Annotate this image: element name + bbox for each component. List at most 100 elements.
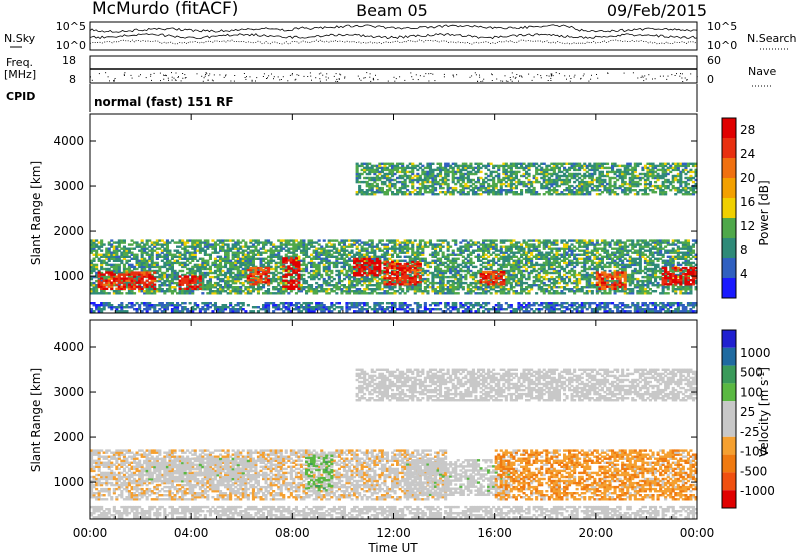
echo-cell — [573, 292, 577, 295]
echo-cell — [337, 275, 341, 279]
echo-cell — [656, 281, 660, 285]
echo-cell — [456, 253, 460, 256]
echo-cell — [406, 239, 410, 242]
echo-cell — [600, 257, 604, 260]
echo-cell — [489, 281, 493, 285]
echo-cell — [568, 249, 572, 252]
echo-cell — [477, 288, 481, 291]
echo-cell — [183, 255, 187, 258]
echo-cell — [434, 269, 438, 273]
echo-cell — [183, 273, 187, 277]
echo-cell — [459, 269, 463, 273]
echo-cell — [373, 253, 377, 256]
echo-cell — [122, 241, 126, 244]
echo-cell — [305, 247, 309, 250]
echo-cell — [540, 263, 544, 267]
echo-cell — [525, 245, 529, 248]
nave-dot — [337, 81, 339, 82]
echo-cell — [375, 279, 379, 283]
echo-cell — [600, 259, 604, 262]
echo-cell — [211, 247, 215, 250]
echo-cell — [115, 290, 119, 293]
echo-cell — [466, 253, 470, 256]
echo-cell — [226, 239, 230, 242]
echo-cell — [593, 253, 597, 256]
echo-cell — [540, 290, 544, 293]
echo-cell — [557, 271, 561, 275]
echo-cell — [269, 281, 273, 285]
echo-cell — [246, 288, 250, 291]
echo-cell — [249, 261, 253, 265]
echo-cell — [272, 253, 276, 256]
echo-cell — [216, 269, 220, 273]
echo-cell — [507, 281, 511, 285]
echo-cell — [368, 273, 372, 277]
echo-cell — [348, 275, 352, 279]
echo-cell — [160, 277, 164, 281]
echo-cell — [340, 279, 344, 283]
echo-cell — [345, 239, 349, 242]
echo-cell — [353, 286, 357, 289]
echo-cell — [497, 269, 501, 273]
echo-cell — [168, 284, 172, 287]
echo-cell — [451, 286, 455, 289]
echo-cell — [163, 257, 167, 260]
echo-cell — [388, 288, 392, 291]
echo-cell — [474, 275, 478, 279]
echo-cell — [568, 263, 572, 267]
echo-cell — [466, 288, 470, 291]
echo-cell — [598, 286, 602, 289]
echo-cell — [568, 259, 572, 262]
echo-cell — [342, 239, 346, 242]
echo-cell — [337, 249, 341, 252]
echo-cell — [317, 269, 321, 273]
echo-cell — [348, 239, 352, 242]
echo-cell — [133, 253, 137, 256]
echo-cell — [335, 257, 339, 260]
echo-cell — [327, 259, 331, 262]
echo-cell — [608, 253, 612, 256]
echo-cell — [183, 251, 187, 254]
echo-cell — [277, 271, 281, 275]
echo-cell — [461, 269, 465, 273]
echo-cell — [482, 292, 486, 295]
echo-cell — [535, 257, 539, 260]
echo-cell — [408, 286, 412, 289]
nave-dot — [681, 73, 683, 75]
echo-cell — [494, 245, 498, 248]
echo-cell — [522, 251, 526, 254]
nave-dot — [643, 80, 645, 82]
echo-cell — [459, 286, 463, 289]
echo-cell — [342, 277, 346, 281]
echo-cell — [213, 286, 217, 289]
echo-cell — [583, 251, 587, 254]
echo-cell — [439, 239, 443, 242]
echo-cell — [375, 288, 379, 291]
echo-cell — [348, 269, 352, 273]
echo-cell — [317, 243, 321, 246]
echo-cell — [469, 263, 473, 267]
echo-cell — [312, 245, 316, 248]
echo-cell — [509, 251, 513, 254]
echo-cell — [191, 271, 195, 275]
echo-cell — [277, 277, 281, 281]
nave-dot — [648, 74, 650, 76]
echo-cell — [340, 241, 344, 244]
echo-cell — [181, 239, 185, 242]
echo-cell — [545, 263, 549, 267]
echo-cell — [408, 288, 412, 291]
echo-cell — [345, 288, 349, 291]
echo-cell — [600, 247, 604, 250]
nave-dot — [519, 75, 521, 77]
echo-cell — [310, 243, 314, 246]
echo-cell — [272, 251, 276, 254]
echo-cell — [120, 255, 124, 258]
echo-cell — [310, 288, 314, 291]
echo-cell — [312, 275, 316, 279]
freq-traces — [90, 68, 698, 82]
echo-cell — [492, 259, 496, 262]
echo-cell — [312, 251, 316, 254]
echo-cell — [269, 255, 273, 258]
nave-dot — [113, 79, 115, 81]
echo-cell — [297, 255, 301, 258]
